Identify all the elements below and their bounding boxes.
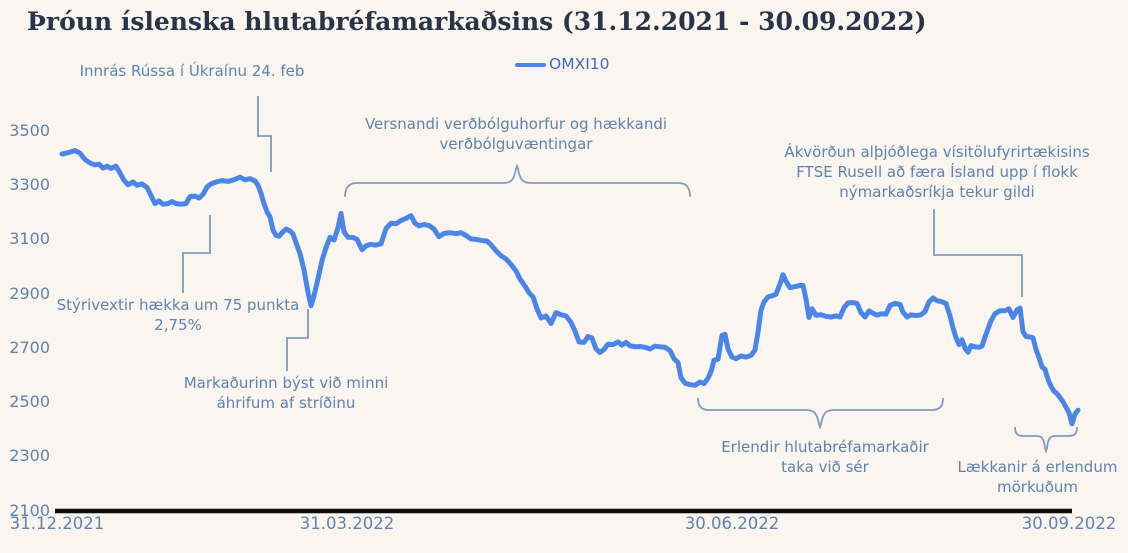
x-tick-label: 30.09.2022 [1021, 514, 1117, 533]
y-tick-label: 2500 [9, 392, 50, 412]
y-tick-label: 3500 [9, 121, 50, 140]
leader-line-ftse [933, 209, 1023, 297]
brace-foreign-recover [697, 397, 944, 430]
y-tick-label: 2100 [9, 500, 50, 520]
legend-line-swatch [515, 62, 546, 68]
annotation-inflation-outlook: Versnandi verðbólguhorfur og hækkandi ve… [364, 115, 668, 153]
x-tick-label: 30.06.2022 [684, 514, 780, 533]
annotation-foreign-markets-recover: Erlendir hlutabréfamarkaðir taka við sér [721, 438, 929, 476]
x-tick-label: 31.12.2021 [9, 514, 105, 533]
y-tick-label: 3100 [9, 229, 50, 249]
omxi10-series-line [59, 148, 1081, 427]
leader-line-rates [182, 215, 211, 293]
annotation-invasion: Innrás Rússa í Úkraínu 24. feb [79, 62, 305, 80]
x-tick-label: 31.03.2022 [299, 514, 395, 533]
legend-series-label: OMXI10 [549, 55, 610, 73]
leader-line-invasion [257, 96, 272, 172]
y-tick-label: 3300 [9, 175, 50, 195]
annotation-foreign-markets-decline: Lækkanir á erlendum mörkuðum [957, 458, 1118, 496]
chart-title: Þróun íslenska hlutabréfamarkaðsins (31.… [27, 7, 927, 36]
leader-line-market-expects [286, 309, 309, 371]
annotation-rate-hike: Stýrivextir hækka um 75 punkta 2,75% [56, 296, 300, 334]
y-tick-label: 2900 [9, 283, 50, 303]
legend: OMXI10 [515, 54, 610, 74]
brace-inflation [344, 163, 691, 198]
brace-foreign-declines [1014, 426, 1078, 454]
annotation-market-expects: Markaðurinn býst við minni áhrifum af st… [183, 374, 389, 412]
y-tick-label: 2700 [9, 337, 50, 357]
y-tick-label: 2300 [9, 446, 50, 466]
annotation-ftse-reclassification: Ákvörðun alþjóðlega vísitölufyrirtækisin… [784, 143, 1090, 201]
